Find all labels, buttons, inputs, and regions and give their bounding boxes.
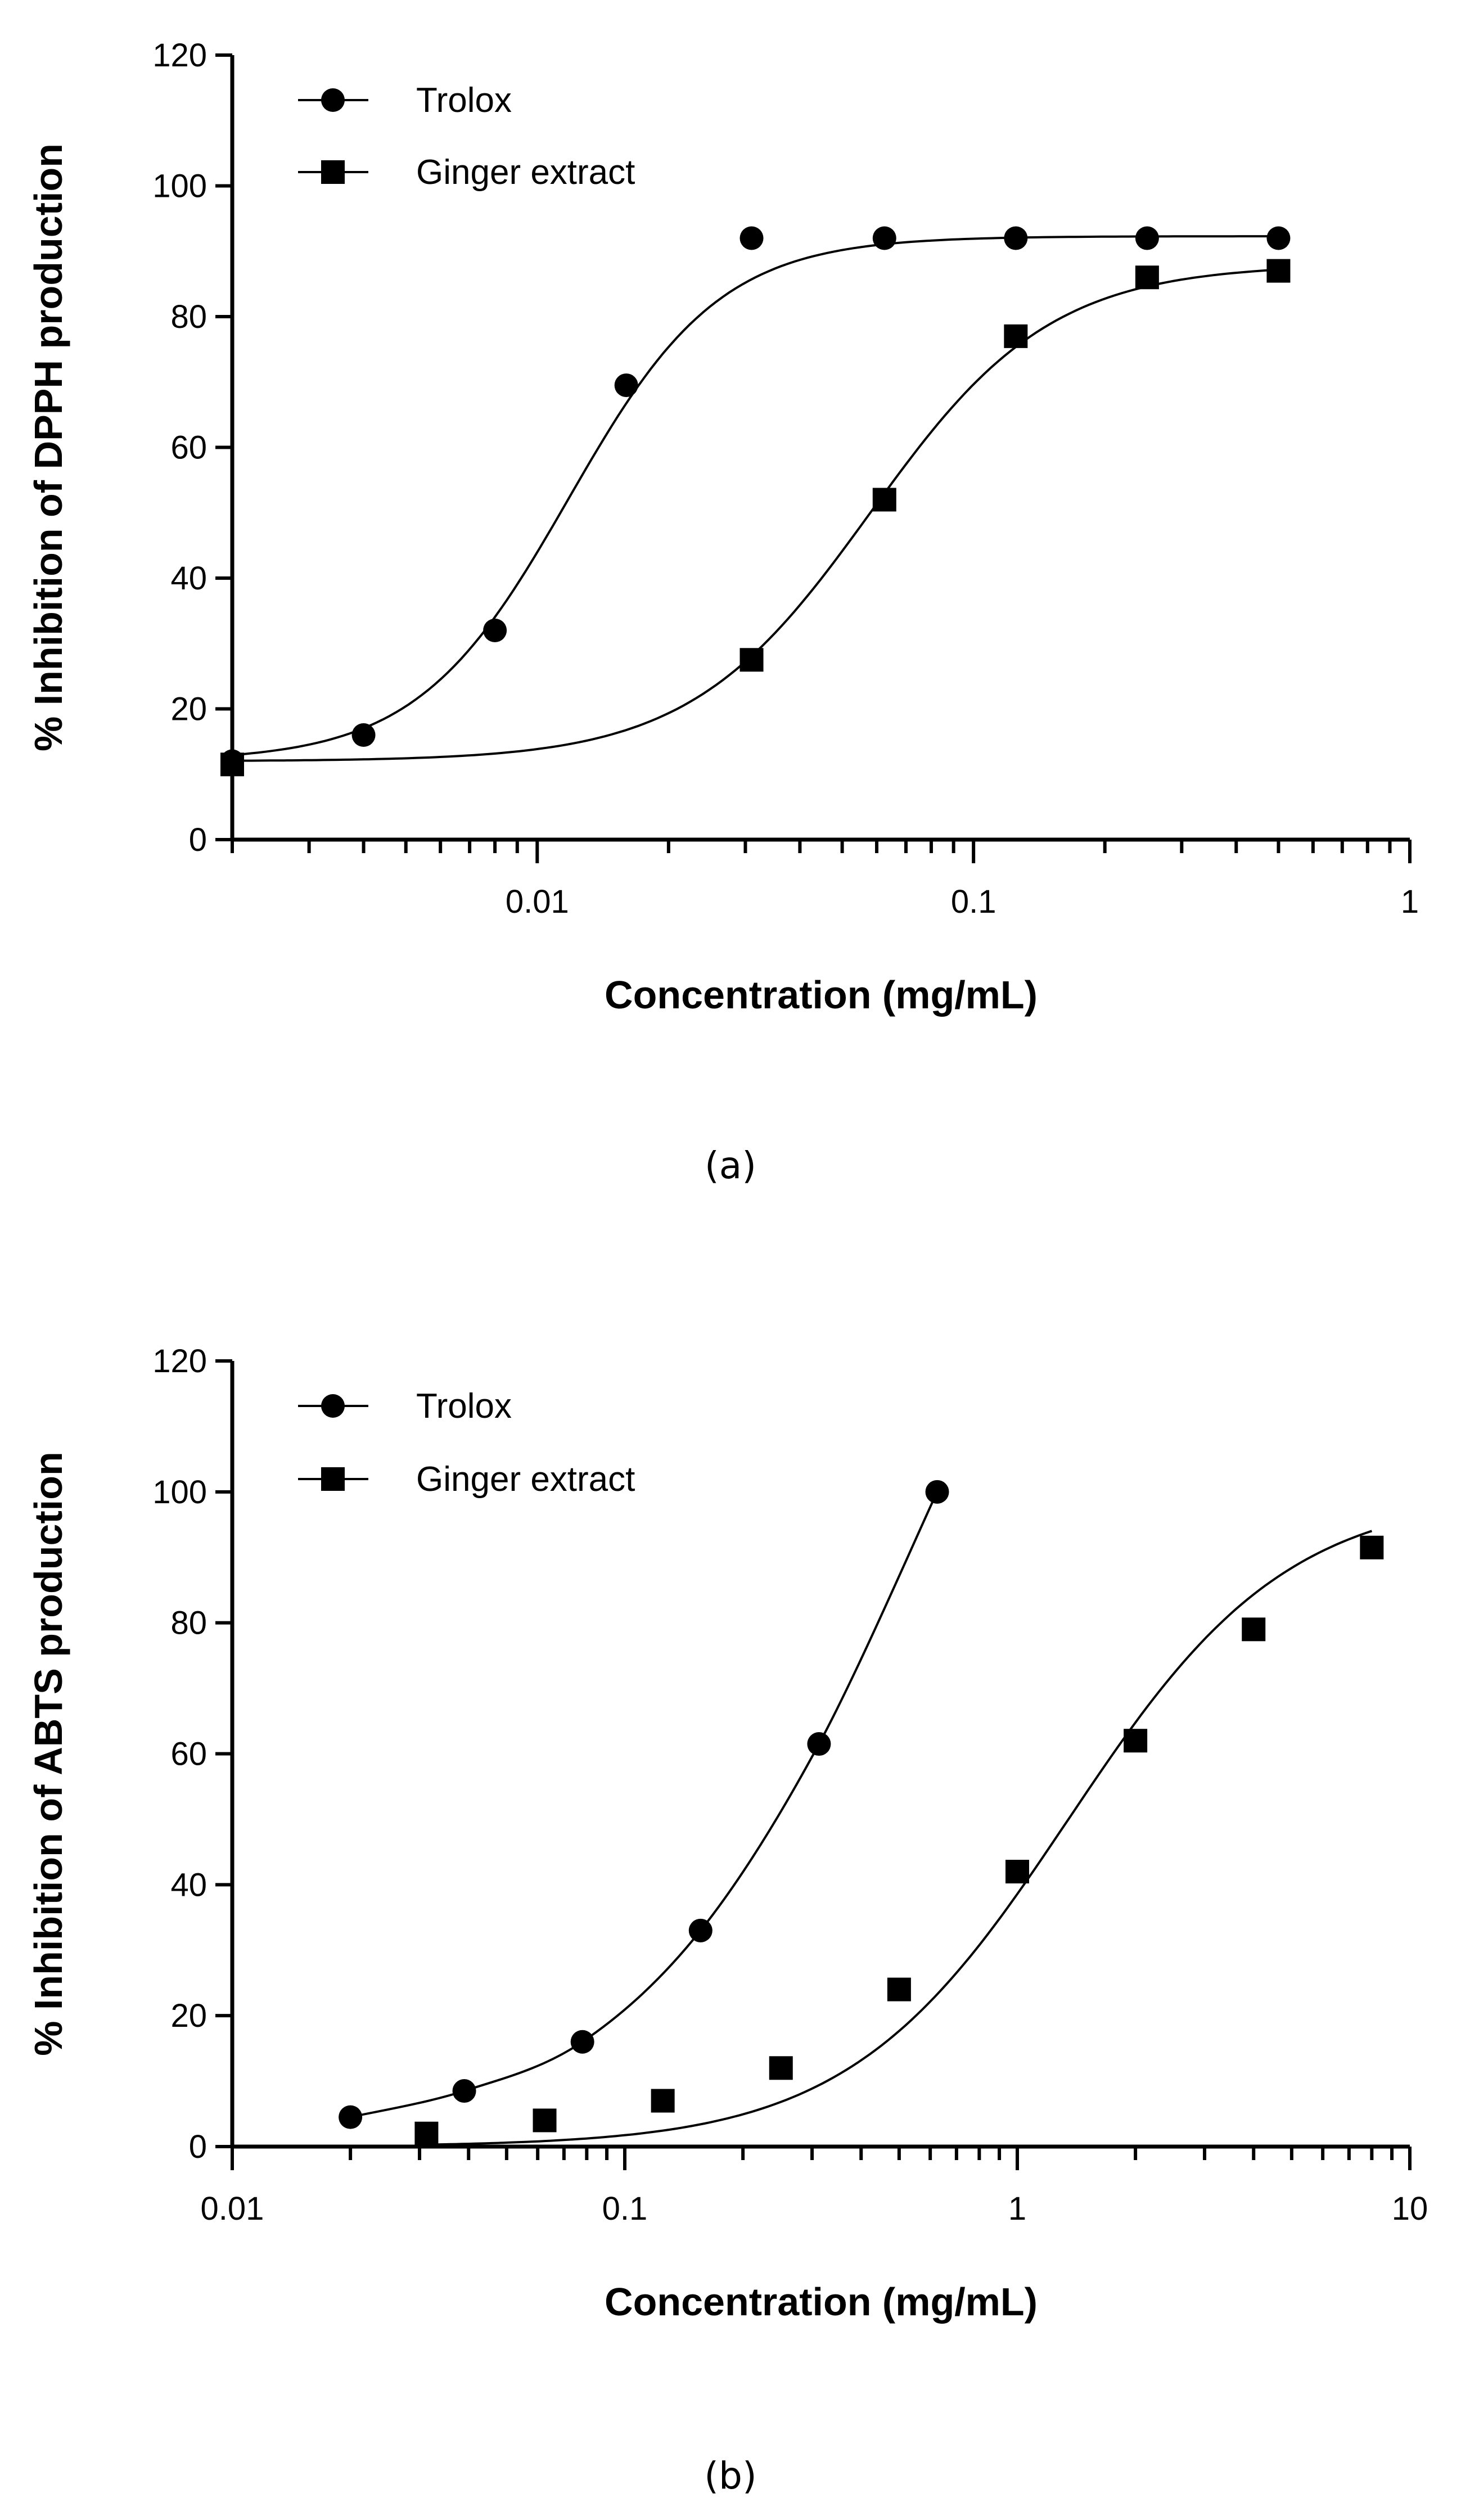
- y-axis-title: % Inhibition of DPPH production: [26, 143, 70, 751]
- trolox-point: [570, 2030, 594, 2054]
- y-tick-label: 40: [170, 560, 207, 597]
- trolox-point: [452, 2079, 476, 2103]
- y-tick-label: 20: [170, 691, 207, 728]
- trolox-point: [339, 2105, 363, 2129]
- trolox-point: [925, 1480, 949, 1504]
- y-tick-label: 0: [189, 822, 207, 858]
- trolox-point: [739, 226, 764, 250]
- x-axis-title: Concentration (mg/mL): [605, 2280, 1038, 2324]
- legend-label-ginger-extract: Ginger extract: [416, 1460, 635, 1499]
- trolox-point: [351, 723, 376, 747]
- y-tick-label: 100: [152, 168, 207, 205]
- legend-label-trolox: Trolox: [416, 81, 512, 120]
- ginger-extract-curve: [232, 268, 1279, 762]
- x-tick-label: 0.1: [951, 883, 996, 920]
- trolox-point: [614, 373, 638, 398]
- y-tick-label: 100: [152, 1474, 207, 1511]
- ginger-extract-point: [872, 488, 896, 512]
- x-tick-label: 0.01: [506, 883, 569, 920]
- ginger-extract-point: [1005, 1860, 1029, 1884]
- ginger-extract-point: [1135, 265, 1159, 290]
- ginger-extract-point: [1360, 1535, 1384, 1559]
- panel-a: 0 20 40 60 80 100 120 0.01 0.1 1 Concentration (mg…: [26, 37, 1419, 1187]
- y-tick-label: 60: [170, 1736, 207, 1773]
- trolox-point: [1135, 226, 1159, 250]
- panel-b: 0 20 40 60 80 100 120 0.01 0.1 1 10 Concentration (…: [26, 1343, 1428, 2498]
- ginger-extract-point: [1266, 259, 1291, 283]
- trolox-curve: [350, 1491, 939, 2118]
- panel-label: (b): [704, 2454, 756, 2498]
- panel-label: (a): [705, 1144, 756, 1187]
- legend-label-trolox: Trolox: [416, 1387, 512, 1426]
- ginger-extract-point: [887, 1977, 911, 2001]
- y-tick-label: 120: [152, 1343, 207, 1380]
- trolox-point: [807, 1732, 831, 1756]
- legend-label-ginger-extract: Ginger extract: [416, 153, 635, 192]
- x-tick-label: 1: [1008, 2190, 1026, 2227]
- ginger-extract-point: [533, 2108, 557, 2133]
- ginger-extract-point: [1242, 1617, 1266, 1642]
- trolox-point: [688, 1918, 713, 1942]
- y-tick-label: 80: [170, 1605, 207, 1642]
- ginger-extract-point: [220, 752, 244, 777]
- x-tick-label: 0.1: [602, 2190, 648, 2227]
- legend-marker-trolox: [321, 88, 345, 112]
- x-tick-label: 0.01: [201, 2190, 264, 2227]
- ginger-extract-point: [739, 648, 764, 672]
- ginger-extract-point: [1004, 324, 1028, 348]
- ginger-extract-point: [769, 2056, 793, 2080]
- trolox-point: [1004, 226, 1028, 250]
- x-tick-label: 10: [1392, 2190, 1428, 2227]
- y-axis-title: % Inhibition of ABTS production: [26, 1451, 70, 2055]
- x-axis-title: Concentration (mg/mL): [605, 973, 1038, 1017]
- legend-marker-ginger-extract: [321, 160, 345, 184]
- legend-marker-trolox: [321, 1394, 345, 1418]
- y-tick-label: 0: [189, 2129, 207, 2165]
- y-tick-label: 20: [170, 1998, 207, 2034]
- y-tick-label: 40: [170, 1867, 207, 1903]
- y-tick-label: 120: [152, 37, 207, 74]
- trolox-point: [483, 619, 507, 642]
- ginger-extract-point: [1124, 1729, 1148, 1753]
- trolox-curve: [232, 235, 1279, 756]
- ginger-extract-point: [651, 2089, 675, 2113]
- y-tick-label: 80: [170, 299, 207, 335]
- x-tick-label: 1: [1401, 883, 1419, 920]
- trolox-point: [872, 226, 896, 250]
- trolox-point: [1266, 226, 1291, 250]
- ginger-extract-point: [414, 2121, 439, 2145]
- legend-marker-ginger-extract: [321, 1467, 345, 1491]
- y-tick-label: 60: [170, 430, 207, 466]
- ginger-extract-curve: [426, 1530, 1373, 2146]
